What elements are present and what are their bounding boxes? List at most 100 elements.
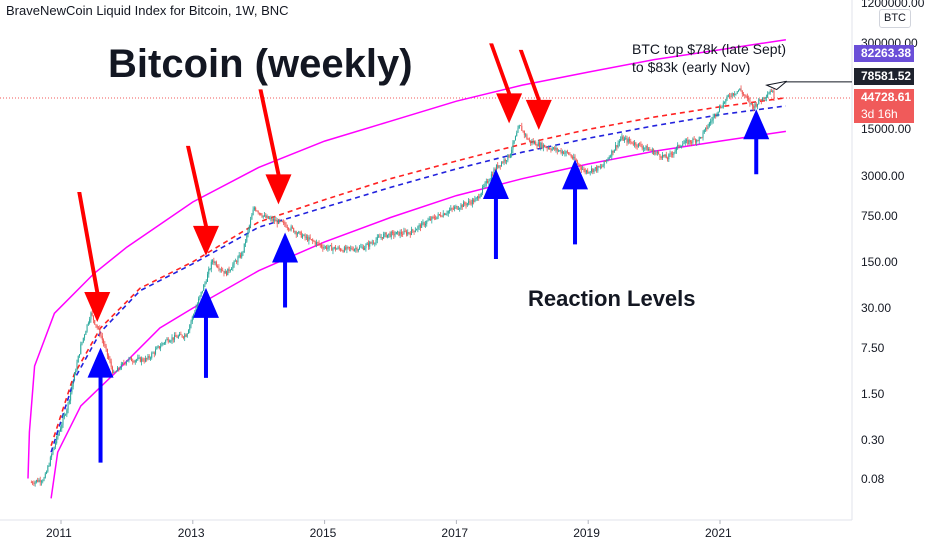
candle-body xyxy=(684,140,686,143)
candle-body xyxy=(517,128,519,133)
candle-body xyxy=(115,371,117,373)
candle-body xyxy=(191,316,193,322)
candle-body xyxy=(713,114,715,117)
symbol-header[interactable]: BraveNewCoin Liquid Index for Bitcoin, 1… xyxy=(6,3,289,18)
candle-body xyxy=(644,147,646,149)
candle-body xyxy=(457,208,459,210)
candle-body xyxy=(170,340,172,342)
candle-body xyxy=(241,252,243,258)
candle-body xyxy=(310,239,312,240)
candle-body xyxy=(618,140,620,143)
candle-body xyxy=(570,154,572,158)
candle-body xyxy=(587,170,589,173)
candle-body xyxy=(160,346,162,349)
candle-body xyxy=(185,334,187,337)
candle-body xyxy=(495,164,497,170)
candle-body xyxy=(490,174,492,180)
candle-body xyxy=(215,262,217,267)
candle-body xyxy=(443,213,445,215)
candle-body xyxy=(37,480,39,482)
candle-body xyxy=(79,354,81,356)
candle-body xyxy=(750,103,752,104)
candle-body xyxy=(760,100,762,102)
candle-body xyxy=(39,479,41,483)
candle-body xyxy=(550,149,552,151)
candle-body xyxy=(487,181,489,183)
candle-body xyxy=(640,143,642,147)
candle-body xyxy=(247,229,249,235)
down-arrow-red-icon xyxy=(518,49,552,130)
candle-body xyxy=(33,483,35,485)
candle-body xyxy=(251,215,253,220)
candle-body xyxy=(315,242,317,245)
candle-body xyxy=(114,371,116,373)
candle-body xyxy=(433,216,435,219)
candle-body xyxy=(195,307,197,312)
candle-body xyxy=(286,227,288,229)
candle-body xyxy=(285,224,287,228)
candle-body xyxy=(488,181,490,183)
candle-body xyxy=(511,149,513,155)
candle-body xyxy=(129,357,131,359)
candle-body xyxy=(446,213,448,215)
candle-body xyxy=(549,147,551,150)
candle-body xyxy=(146,358,148,360)
candle-body xyxy=(528,139,530,141)
candle-body xyxy=(266,216,268,218)
candle-body xyxy=(518,125,520,129)
candle-body xyxy=(530,140,532,143)
candle-body xyxy=(744,94,746,96)
candle-body xyxy=(584,169,586,173)
candle-body xyxy=(542,144,544,149)
candle-body xyxy=(379,236,381,238)
candle-body xyxy=(30,482,32,484)
currency-badge[interactable]: BTC xyxy=(879,9,911,28)
candle-body xyxy=(381,237,383,239)
candle-body xyxy=(298,231,300,234)
candle-body xyxy=(730,96,732,98)
candle-body xyxy=(405,231,407,235)
candle-body xyxy=(106,348,108,356)
candle-body xyxy=(329,245,331,247)
candle-body xyxy=(689,140,691,143)
red-dashed-curve xyxy=(50,97,787,446)
candle-body xyxy=(304,234,306,238)
candle-body xyxy=(190,321,192,326)
candle-body xyxy=(594,167,596,169)
candle-body xyxy=(226,271,228,276)
candle-body xyxy=(237,257,239,263)
candle-body xyxy=(281,220,283,222)
candle-body xyxy=(253,207,255,210)
candle-body xyxy=(175,335,177,337)
candle-body xyxy=(423,222,425,226)
candle-body xyxy=(608,156,610,159)
candle-body xyxy=(181,334,183,337)
candle-body xyxy=(75,370,77,373)
candle-body xyxy=(646,145,648,151)
candle-body xyxy=(602,165,604,168)
candle-body xyxy=(214,262,216,264)
candle-body xyxy=(345,247,347,250)
candle-body xyxy=(758,99,760,104)
candle-body xyxy=(667,158,669,160)
candle-body xyxy=(388,233,390,235)
candle-body xyxy=(199,295,201,299)
price-axis-tick: 7.50 xyxy=(861,340,885,355)
candle-body xyxy=(219,269,221,270)
candle-body xyxy=(626,138,628,143)
candle-body xyxy=(397,231,399,233)
candle-body xyxy=(539,142,541,148)
candle-body xyxy=(168,341,170,343)
candle-body xyxy=(523,131,525,135)
candle-body xyxy=(680,146,682,147)
candle-body xyxy=(113,371,115,373)
candle-body xyxy=(141,358,143,362)
candle-body xyxy=(267,216,269,219)
candle-body xyxy=(445,213,447,215)
candle-body xyxy=(474,198,476,203)
candle-body xyxy=(541,142,543,149)
candle-body xyxy=(250,219,252,226)
price-tag-top: 78581.52 xyxy=(854,68,914,85)
candle-body xyxy=(755,103,757,107)
